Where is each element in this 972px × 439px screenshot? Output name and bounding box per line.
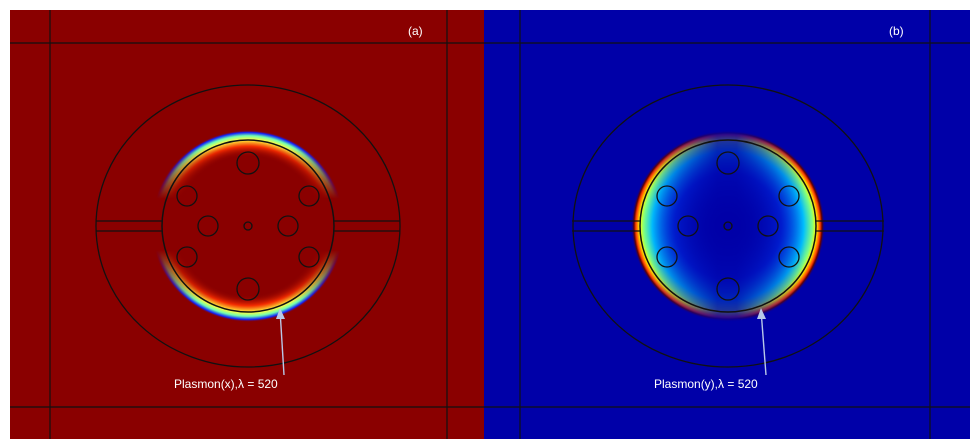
air-hole — [236, 277, 260, 301]
air-hole — [236, 151, 260, 175]
panel-b: (b) Plasmon(y),λ = 520 — [484, 10, 970, 439]
air-hole — [176, 246, 198, 268]
air-hole — [277, 215, 299, 237]
field-map-a — [10, 10, 484, 439]
plasmon-field-b — [631, 130, 825, 322]
inner-core-b — [639, 139, 817, 313]
mode-annotation-a: Plasmon(x),λ = 520 — [174, 377, 278, 391]
annotation-arrowhead-a — [276, 308, 285, 319]
outer-ring-a — [95, 84, 401, 368]
air-hole — [298, 246, 320, 268]
air-hole — [176, 185, 198, 207]
slot-left-b — [572, 220, 640, 232]
air-hole — [757, 215, 779, 237]
annotation-arrow-a — [279, 309, 285, 376]
air-hole — [778, 185, 800, 207]
plasmon-field-a — [151, 130, 345, 322]
air-hole — [656, 246, 678, 268]
field-map-b — [484, 10, 970, 439]
inner-core-a — [161, 139, 335, 313]
annotation-arrowhead-b — [757, 308, 766, 319]
panel-label-b: (b) — [889, 24, 904, 38]
air-holes-b — [656, 151, 800, 301]
core-hole — [723, 221, 733, 231]
air-hole — [677, 215, 699, 237]
air-hole — [716, 277, 740, 301]
panel-a: (a) Plasmon(x),λ = 520 — [10, 10, 484, 439]
outer-ring-b — [572, 84, 884, 368]
annotation-arrow-b — [760, 309, 767, 376]
air-hole — [778, 246, 800, 268]
slot-left-a — [96, 220, 162, 232]
slot-right-b — [816, 220, 884, 232]
air-holes-a — [176, 151, 320, 301]
air-hole — [656, 185, 678, 207]
core-hole — [243, 221, 253, 231]
slot-right-a — [334, 220, 400, 232]
panel-label-a: (a) — [408, 24, 423, 38]
air-hole — [716, 151, 740, 175]
air-hole — [197, 215, 219, 237]
mode-annotation-b: Plasmon(y),λ = 520 — [654, 377, 758, 391]
air-hole — [298, 185, 320, 207]
